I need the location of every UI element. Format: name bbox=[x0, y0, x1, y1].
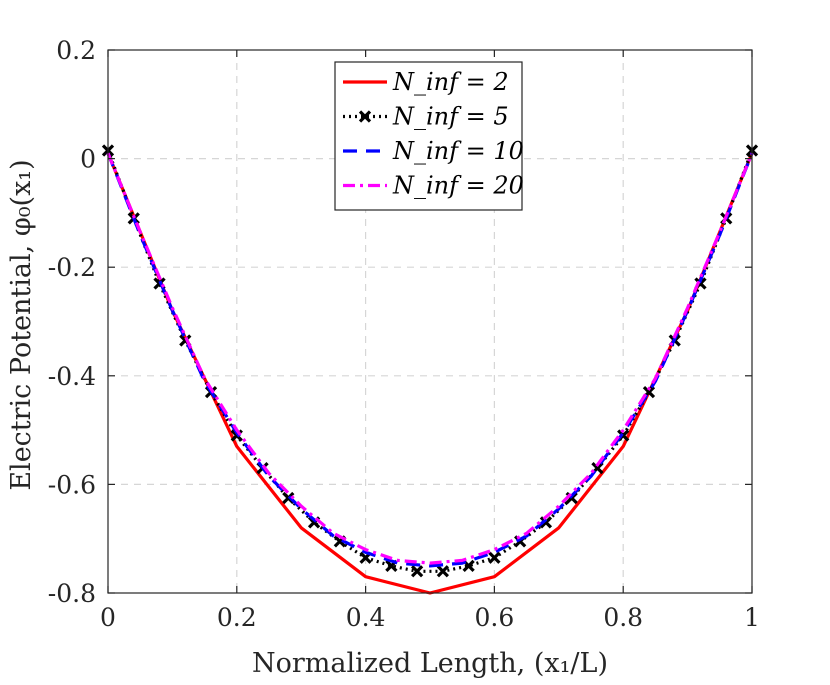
legend: N_inf = 2 N_inf = 5 N_inf = 10 N_inf = 20 bbox=[334, 61, 524, 211]
series-line-4 bbox=[106, 152, 754, 565]
y-tick-label: -0.8 bbox=[48, 579, 96, 608]
x-marker-stroke bbox=[179, 334, 192, 347]
x-tick-label: 1 bbox=[744, 603, 760, 632]
x-tick-label: 0 bbox=[100, 603, 116, 632]
x-marker-stroke bbox=[462, 559, 475, 572]
data-point-marker bbox=[488, 551, 501, 564]
y-tick-label: 0.2 bbox=[56, 36, 96, 65]
legend-label: N_inf = 2 bbox=[392, 68, 509, 96]
legend-label: N_inf = 20 bbox=[392, 172, 524, 200]
x-tick-label: 0.4 bbox=[346, 603, 386, 632]
data-point-marker bbox=[410, 565, 424, 578]
x-marker-stroke bbox=[358, 110, 372, 123]
legend-entry: N_inf = 5 bbox=[343, 103, 509, 131]
x-marker-stroke bbox=[488, 551, 501, 564]
legend-entry: N_inf = 20 bbox=[343, 172, 524, 200]
legend-entry: N_inf = 2 bbox=[343, 68, 509, 96]
series-line-2 bbox=[106, 149, 754, 573]
x-marker-stroke bbox=[539, 516, 553, 529]
legend-box bbox=[334, 61, 523, 211]
y-tick-label: 0 bbox=[80, 145, 96, 174]
legend-label: N_inf = 5 bbox=[392, 103, 509, 131]
x-marker-stroke bbox=[436, 565, 450, 578]
y-tick-label: -0.4 bbox=[48, 362, 96, 391]
x-marker-stroke bbox=[410, 565, 424, 578]
tick-labels: 0 0.2 0.4 0.6 0.8 1 -0.8 -0.6 -0.4 -0.2 0 0.2 bbox=[48, 36, 760, 632]
legend-marker bbox=[358, 110, 372, 123]
legend-label: N_inf = 10 bbox=[392, 137, 524, 165]
legend-entry: N_inf = 10 bbox=[343, 137, 524, 165]
ticks bbox=[107, 49, 753, 594]
grid bbox=[108, 50, 752, 593]
y-axis-label: Electric Potential, φ₀(x₁) bbox=[6, 159, 37, 490]
x-tick-label: 0.8 bbox=[603, 603, 643, 632]
x-tick-label: 0.2 bbox=[217, 603, 257, 632]
y-tick-label: -0.6 bbox=[48, 470, 96, 499]
data-point-marker bbox=[436, 565, 450, 578]
x-tick-label: 0.6 bbox=[475, 603, 515, 632]
plot-frame bbox=[107, 49, 753, 594]
data-point-marker bbox=[539, 516, 553, 529]
x-axis-label: Normalized Length, (x₁/L) bbox=[252, 648, 608, 679]
y-tick-label: -0.2 bbox=[48, 253, 96, 282]
